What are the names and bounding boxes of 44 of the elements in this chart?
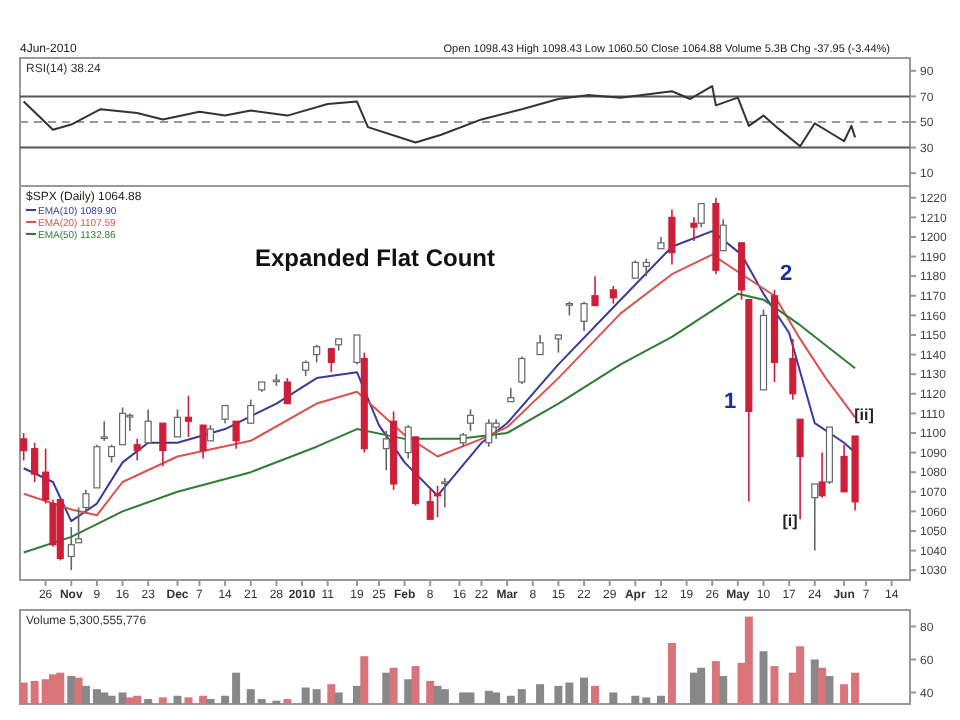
candlestick — [247, 398, 255, 424]
candlestick — [796, 418, 804, 521]
candlestick — [144, 408, 152, 444]
candlestick — [119, 406, 127, 446]
candlestick — [668, 208, 676, 266]
candlestick — [690, 216, 698, 242]
candlestick — [327, 347, 335, 374]
candlestick — [199, 424, 207, 460]
candlestick — [133, 438, 141, 462]
candlestick — [697, 202, 705, 228]
candlestick — [283, 377, 291, 405]
candlestick — [100, 420, 108, 442]
annotation: [i] — [782, 512, 799, 530]
candlestick — [580, 300, 588, 332]
candlestick — [159, 422, 167, 468]
annotation: 1 — [723, 390, 737, 414]
line-series — [22, 292, 857, 554]
candlestick — [789, 338, 797, 401]
candlestick — [485, 418, 493, 448]
candlestick — [441, 477, 449, 509]
candlestick — [404, 424, 412, 460]
candlestick — [382, 430, 390, 472]
candlestick — [353, 334, 361, 366]
candlestick — [20, 432, 28, 462]
candlestick — [818, 451, 826, 499]
candlestick — [67, 526, 75, 571]
candlestick — [93, 443, 101, 489]
annotation: [ii] — [854, 406, 875, 424]
candlestick — [591, 275, 599, 307]
candlestick — [536, 334, 544, 356]
candlestick — [466, 408, 475, 432]
candlestick — [811, 483, 819, 552]
candlestick — [518, 355, 526, 385]
candlestick — [434, 485, 442, 519]
annotation: Expanded Flat Count — [255, 244, 496, 272]
candlestick — [184, 394, 193, 438]
line-series — [22, 85, 857, 148]
candlestick — [232, 420, 240, 450]
candlestick — [492, 418, 500, 440]
annotation: 2 — [779, 262, 793, 286]
candlestick — [31, 441, 39, 483]
candlestick — [719, 218, 727, 252]
candlestick — [426, 487, 434, 521]
candlestick — [173, 408, 182, 438]
